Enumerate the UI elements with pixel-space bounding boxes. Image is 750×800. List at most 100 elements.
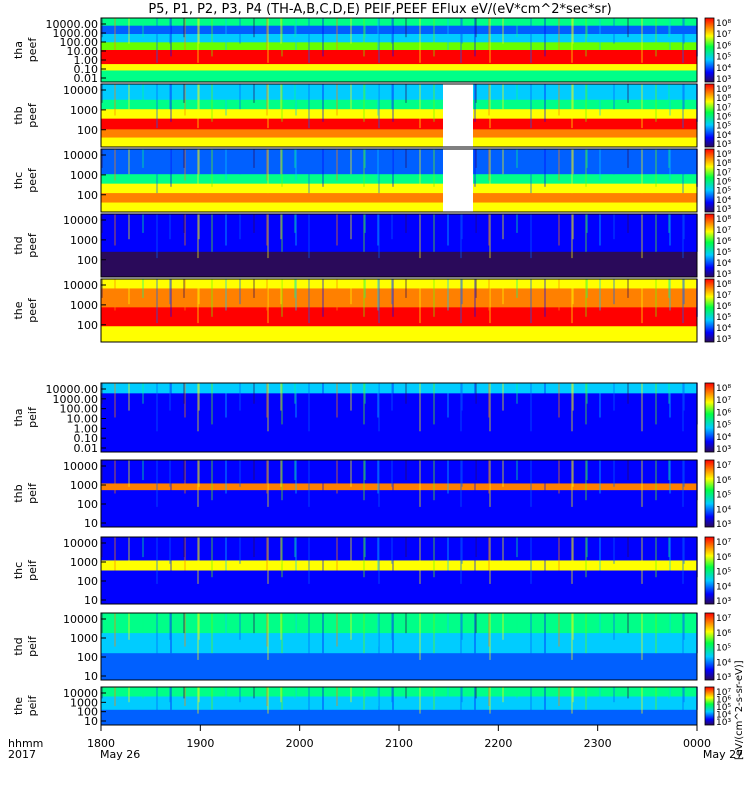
heatmap-streak bbox=[488, 149, 490, 181]
y-tick-label: 10000 bbox=[63, 460, 98, 473]
heatmap-streak bbox=[322, 687, 324, 710]
heatmap-streak bbox=[474, 18, 476, 57]
panel-frame bbox=[100, 382, 698, 453]
heatmap-streak bbox=[669, 383, 671, 418]
heatmap-streak bbox=[460, 537, 462, 584]
colorbar bbox=[704, 459, 715, 528]
heatmap-streak bbox=[530, 687, 532, 714]
heatmap-streak bbox=[502, 613, 504, 640]
heatmap-streak bbox=[433, 460, 435, 501]
heatmap-streak bbox=[391, 687, 393, 703]
heatmap-streak bbox=[668, 84, 670, 103]
y-tick-label: 1000.00 bbox=[53, 393, 99, 406]
heatmap-streak bbox=[295, 383, 297, 418]
heatmap-streak bbox=[544, 537, 546, 578]
heatmap-streak bbox=[489, 18, 491, 63]
heatmap-streak bbox=[198, 537, 200, 564]
heatmap-streak bbox=[641, 279, 643, 324]
y-tick-label: 10000.00 bbox=[46, 383, 99, 396]
heatmap-streak bbox=[460, 214, 462, 259]
heatmap-streak bbox=[267, 84, 269, 129]
heatmap-streak bbox=[308, 18, 310, 63]
colorbar-tick-label: 10⁴ bbox=[716, 711, 731, 721]
heatmap-streak bbox=[225, 613, 227, 647]
heatmap-streak bbox=[114, 687, 116, 706]
heatmap-streak bbox=[405, 460, 407, 481]
heatmap-streak bbox=[336, 537, 338, 571]
heatmap-streak bbox=[627, 149, 629, 168]
heatmap-streak bbox=[502, 460, 504, 487]
heatmap-streak bbox=[447, 214, 449, 246]
heatmap-streak bbox=[585, 613, 587, 654]
heatmap-streak bbox=[336, 613, 338, 647]
heatmap-streak bbox=[585, 687, 587, 710]
heatmap-streak bbox=[377, 383, 379, 418]
heatmap-streak bbox=[156, 687, 158, 714]
heatmap-streak bbox=[280, 383, 282, 411]
heatmap-streak bbox=[266, 279, 268, 311]
heatmap-streak bbox=[350, 460, 352, 487]
panel-probe-label: tha bbox=[12, 41, 25, 59]
heatmap-streak bbox=[585, 460, 587, 501]
colorbar-tick-label: 10⁵ bbox=[716, 644, 731, 654]
heatmap-streak bbox=[433, 383, 435, 425]
heatmap-streak bbox=[599, 279, 601, 311]
x-tick-label: 2100 bbox=[385, 737, 413, 750]
heatmap-streak bbox=[419, 84, 421, 129]
heatmap-streak bbox=[184, 460, 186, 494]
panel-species-label: peif bbox=[26, 695, 39, 717]
heatmap-streak bbox=[460, 460, 462, 507]
colorbar-tick-label: 10⁵ bbox=[716, 313, 731, 323]
heatmap-streak bbox=[391, 383, 393, 411]
heatmap-streak bbox=[447, 460, 449, 494]
heatmap-band bbox=[101, 383, 697, 394]
colorbar-tick-label: 10⁷ bbox=[716, 291, 731, 301]
heatmap-streak bbox=[586, 383, 588, 404]
heatmap-streak bbox=[586, 18, 588, 38]
heatmap-streak bbox=[378, 18, 380, 63]
heatmap-streak bbox=[419, 537, 421, 584]
y-tick-label: 10.00 bbox=[67, 45, 99, 58]
heatmap-streak bbox=[169, 537, 171, 564]
colorbar-tick-label: 10³ bbox=[716, 75, 731, 85]
heatmap-streak bbox=[599, 383, 601, 418]
heatmap-band bbox=[101, 70, 697, 83]
heatmap-streak bbox=[114, 214, 116, 246]
colorbar-tick-label: 10⁵ bbox=[716, 248, 731, 258]
heatmap-band bbox=[101, 288, 697, 308]
heatmap-streak bbox=[682, 460, 684, 507]
heatmap-streak bbox=[558, 84, 560, 116]
heatmap-streak bbox=[392, 149, 394, 187]
heatmap-band bbox=[101, 653, 697, 681]
heatmap-streak bbox=[184, 687, 186, 706]
heatmap-streak bbox=[627, 214, 629, 233]
heatmap-streak bbox=[641, 149, 643, 194]
heatmap-streak bbox=[294, 537, 296, 558]
data-gap bbox=[443, 149, 473, 212]
heatmap-streak bbox=[197, 18, 199, 63]
heatmap-streak bbox=[488, 687, 490, 706]
heatmap-streak bbox=[267, 613, 269, 660]
heatmap-streak bbox=[585, 279, 587, 317]
heatmap-streak bbox=[447, 18, 449, 50]
heatmap-streak bbox=[655, 383, 657, 425]
heatmap-streak bbox=[474, 214, 476, 252]
heatmap-streak bbox=[156, 383, 158, 432]
y-tick-label: 1000 bbox=[70, 169, 98, 182]
panel-frame bbox=[100, 213, 698, 278]
heatmap-streak bbox=[641, 460, 643, 507]
heatmap-streak bbox=[571, 613, 573, 660]
heatmap-streak bbox=[655, 687, 657, 710]
panel-species-label: peif bbox=[26, 635, 39, 657]
heatmap-streak bbox=[142, 383, 144, 404]
heatmap-streak bbox=[572, 18, 574, 44]
heatmap-streak bbox=[433, 18, 435, 57]
heatmap bbox=[101, 149, 698, 213]
heatmap-streak bbox=[128, 84, 130, 110]
heatmap-streak bbox=[294, 460, 296, 481]
heatmap-band bbox=[101, 490, 697, 528]
heatmap-streak bbox=[211, 537, 213, 578]
heatmap-streak bbox=[295, 84, 297, 116]
